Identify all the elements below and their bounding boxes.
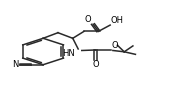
Text: O: O [85, 15, 92, 24]
Text: O: O [111, 41, 118, 50]
Text: OH: OH [111, 16, 124, 25]
Text: HN: HN [62, 49, 75, 59]
Text: O: O [92, 60, 99, 69]
Text: N: N [12, 60, 19, 69]
